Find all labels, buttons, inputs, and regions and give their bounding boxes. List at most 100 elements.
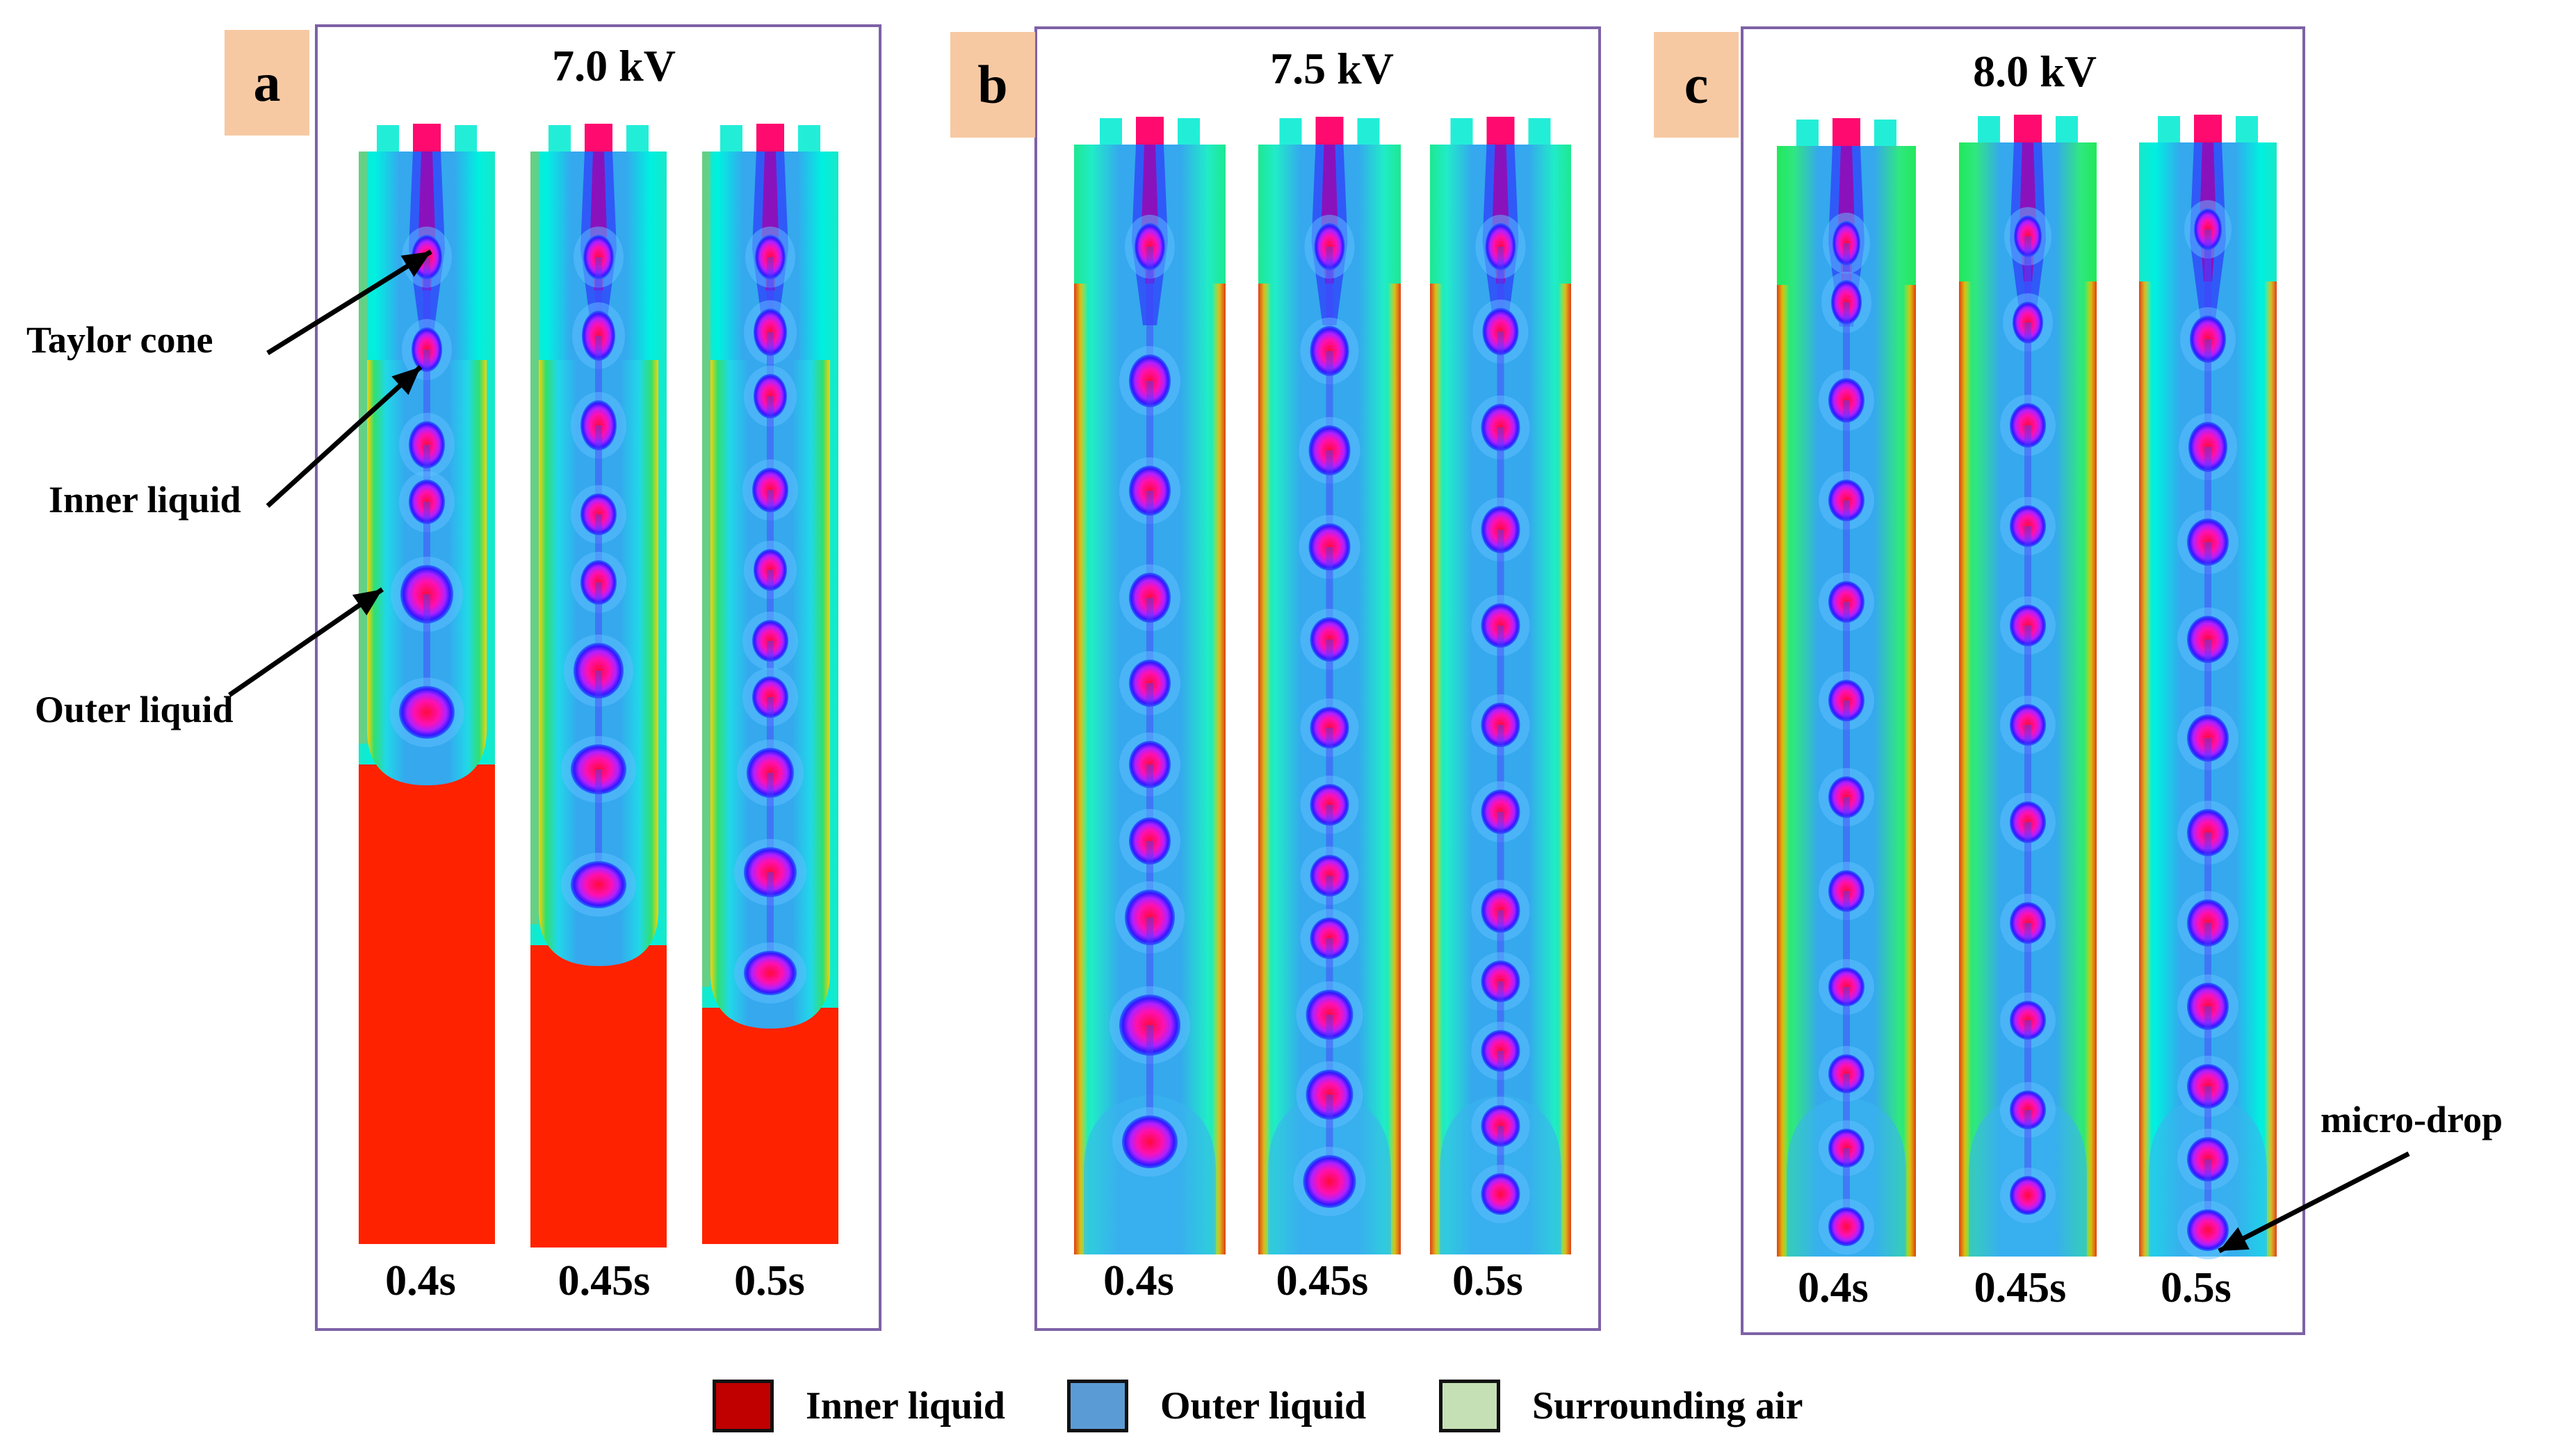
legend-swatch-outer-liquid xyxy=(1067,1380,1128,1432)
legend-label-surrounding-air: Surrounding air xyxy=(1532,1384,1803,1428)
envelope-edge xyxy=(359,152,367,744)
drop xyxy=(1125,890,1175,945)
red-region xyxy=(702,1008,838,1244)
drop xyxy=(1129,741,1171,788)
drop xyxy=(1308,425,1351,475)
simulation-column xyxy=(359,124,495,1244)
panel-a-voltage: 7.0 kV xyxy=(552,41,676,90)
drop xyxy=(2010,704,2046,746)
panel-a-letter: a xyxy=(225,30,309,136)
panel-b-letter: b xyxy=(950,32,1035,138)
drop xyxy=(2187,983,2229,1030)
drop xyxy=(1481,1030,1520,1072)
drop xyxy=(1310,326,1349,376)
drop xyxy=(1828,581,1864,623)
arrow-inner-liquid-shaft xyxy=(266,365,423,508)
drop xyxy=(1310,784,1349,826)
annotation-taylor-cone: Taylor cone xyxy=(26,319,213,361)
arrow-outer-liquid-head xyxy=(352,589,382,616)
drop xyxy=(1481,1173,1520,1215)
drop xyxy=(754,309,787,356)
drop xyxy=(1303,1155,1356,1208)
simulation-column xyxy=(1258,117,1401,1254)
panel-c-letter: c xyxy=(1654,32,1739,138)
drop xyxy=(1481,703,1520,747)
nozzle-core xyxy=(1832,118,1860,149)
drop xyxy=(1129,466,1171,516)
arrow-inner-liquid xyxy=(266,365,423,508)
annotation-outer-liquid: Outer liquid xyxy=(35,689,234,730)
drop xyxy=(752,468,788,512)
legend-swatch-surrounding-air xyxy=(1439,1380,1500,1432)
drop xyxy=(2187,1209,2229,1251)
simulation-column xyxy=(2139,115,2277,1259)
drop xyxy=(1832,221,1860,265)
panel-c-time-2: 0.45s xyxy=(1974,1264,2067,1311)
drop xyxy=(744,847,797,897)
drop xyxy=(1828,1207,1864,1246)
drop xyxy=(1481,1105,1520,1147)
arrow-taylor-cone-shaft xyxy=(266,250,432,355)
drop xyxy=(1129,354,1171,407)
drop xyxy=(2188,422,2227,472)
drop xyxy=(1310,617,1349,662)
legend-label-outer-liquid: Outer liquid xyxy=(1160,1384,1367,1428)
drop xyxy=(1129,573,1171,623)
drop xyxy=(1119,995,1180,1056)
arrow-taylor-cone xyxy=(266,250,432,355)
panel-c-time-1: 0.4s xyxy=(1798,1264,1869,1311)
drop xyxy=(1481,960,1520,1002)
bottom-envelope xyxy=(1787,1097,1906,1257)
drop xyxy=(2010,1001,2046,1040)
drop xyxy=(571,861,626,908)
drop xyxy=(1481,790,1520,834)
drop xyxy=(747,748,794,798)
nozzle-core xyxy=(1486,117,1515,147)
drop xyxy=(580,493,617,535)
simulation-column xyxy=(530,124,667,1248)
drop xyxy=(2187,518,2229,566)
drop xyxy=(2010,403,2046,448)
arrow-taylor-cone-head xyxy=(400,252,431,277)
arrow-outer-liquid xyxy=(228,587,384,697)
drop xyxy=(1828,480,1864,521)
drop xyxy=(2010,605,2046,646)
drop xyxy=(1129,817,1171,865)
simulation-column xyxy=(702,124,838,1244)
annotation-inner-liquid: Inner liquid xyxy=(49,479,241,521)
drop xyxy=(2187,1064,2229,1109)
drop xyxy=(1308,523,1351,571)
panel-a-time-1: 0.4s xyxy=(385,1257,456,1304)
drop xyxy=(1306,990,1354,1040)
annotation-micro-drop: micro-drop xyxy=(2321,1099,2503,1140)
drop xyxy=(1306,1070,1354,1120)
drop xyxy=(1314,223,1345,270)
drop xyxy=(2187,899,2229,947)
drop xyxy=(1122,1115,1178,1168)
drop xyxy=(1831,280,1862,325)
drop xyxy=(2014,215,2042,257)
arrow-micro-drop-shaft xyxy=(2218,1151,2410,1254)
drop xyxy=(1828,870,1864,912)
panel-a-time-2: 0.45s xyxy=(558,1257,651,1304)
drop xyxy=(752,676,788,718)
envelope-edge xyxy=(702,152,710,987)
legend-label-inner-liquid: Inner liquid xyxy=(806,1384,1005,1428)
drop xyxy=(1481,506,1520,553)
drop xyxy=(399,686,455,739)
simulation-column xyxy=(1777,118,1916,1257)
drop xyxy=(1481,888,1520,933)
simulation-column xyxy=(1959,115,2097,1257)
arrow-outer-liquid-shaft xyxy=(228,587,384,697)
arrow-inner-liquid-head xyxy=(391,367,421,395)
legend-item-inner-liquid: Inner liquid xyxy=(713,1380,1005,1432)
drop xyxy=(752,620,788,662)
drop xyxy=(1481,603,1520,648)
drop xyxy=(571,744,626,794)
panel-b-time-2: 0.45s xyxy=(1276,1257,1369,1304)
drop xyxy=(1310,917,1349,959)
drop xyxy=(1828,1054,1864,1093)
drop xyxy=(2013,302,2043,343)
drop xyxy=(400,565,453,623)
